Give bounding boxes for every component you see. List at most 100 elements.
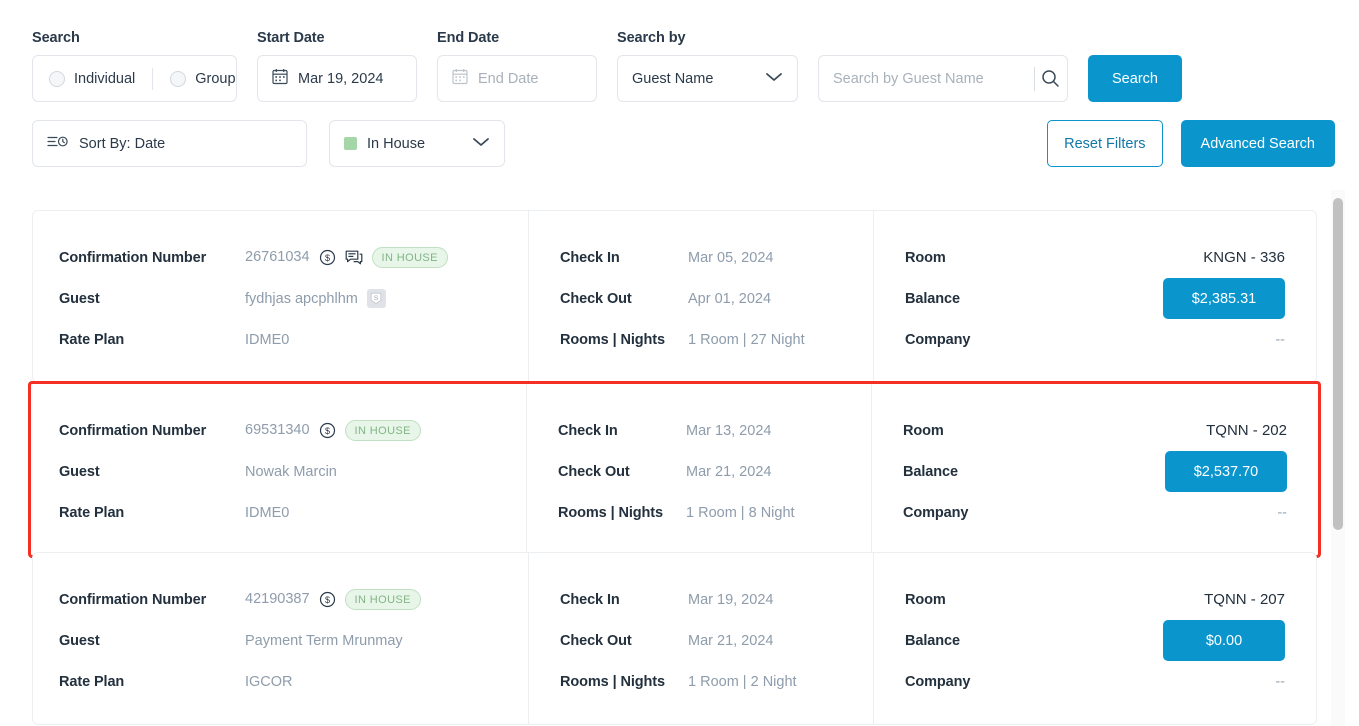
guest-value[interactable]: Payment Term Mrunmay [245,632,403,649]
search-by-group: Search by Guest Name [617,30,798,102]
rooms-nights-label: Rooms | Nights [560,673,665,690]
search-input[interactable] [819,56,1034,101]
radio-individual[interactable]: Individual [49,70,135,87]
guest-label: Guest [59,290,100,307]
dollar-circle-icon[interactable]: $ [319,591,336,608]
reset-filters-button[interactable]: Reset Filters [1047,120,1163,167]
confirmation-number-label: Confirmation Number [59,249,207,266]
svg-text:$: $ [325,253,330,263]
radio-circle-icon[interactable] [49,70,65,87]
check-out-row: Check Out Mar 21, 2024 [558,451,871,492]
confirmation-number-value[interactable]: 26761034 [245,249,310,266]
rate-plan-label: Rate Plan [59,504,125,521]
filter-row-primary: Search Individual Group Start Date [32,30,1182,102]
radio-group-label: Group [195,70,236,87]
search-submit-group: Search [1088,30,1182,102]
chevron-down-icon[interactable] [471,136,491,152]
check-out-row: Check Out Mar 21, 2024 [560,620,873,661]
confirmation-number-row: Confirmation Number 26761034 $ IN HOUSE [59,237,528,278]
room-label: Room [903,422,944,439]
radio-circle-icon[interactable] [170,70,187,87]
balance-row: Balance $2,537.70 [903,451,1287,492]
search-icon[interactable] [1035,69,1067,88]
dollar-circle-icon[interactable]: $ [319,249,336,266]
guest-value[interactable]: Nowak Marcin [245,463,337,480]
confirmation-number-value[interactable]: 69531340 [245,422,310,439]
check-in-value: Mar 13, 2024 [686,422,772,439]
company-label: Company [905,331,971,348]
dollar-circle-icon[interactable]: $ [319,422,336,439]
guest-value[interactable]: fydhjas apcphlhm [245,290,358,307]
search-button[interactable]: Search [1088,55,1182,102]
filter-actions: Reset Filters Advanced Search [1047,120,1335,167]
room-value: TQNN - 207 [1204,591,1285,608]
reservation-list: Confirmation Number 26761034 $ IN HOUSE … [0,190,1337,726]
reservation-card[interactable]: Confirmation Number 42190387 $ IN HOUSE … [32,552,1317,725]
end-date-input[interactable]: End Date [437,55,597,102]
check-in-label: Check In [558,422,618,439]
scrollbar-thumb[interactable] [1333,198,1343,530]
check-out-row: Check Out Apr 01, 2024 [560,278,873,319]
reservation-identity-column: Confirmation Number 26761034 $ IN HOUSE … [33,211,528,382]
reservation-room-column: Room TQNN - 207 Balance $0.00 Company -- [873,553,1316,724]
svg-text:$: $ [325,426,330,436]
rate-plan-row: Rate Plan IDME0 [59,319,528,360]
rooms-nights-row: Rooms | Nights 1 Room | 8 Night [558,492,871,533]
reservation-card[interactable]: Confirmation Number 69531340 $ IN HOUSE … [28,381,1321,558]
confirmation-number-chips: 26761034 $ IN HOUSE [245,246,448,269]
filter-row-secondary: Sort By: Date In House [32,120,505,167]
balance-button[interactable]: $2,537.70 [1165,451,1287,492]
company-value: -- [1275,673,1285,690]
check-out-label: Check Out [558,463,630,480]
search-type-radio-group[interactable]: Individual Group [32,55,237,102]
status-badge: IN HOUSE [371,246,448,269]
confirmation-number-chips: 69531340 $ IN HOUSE [245,419,421,442]
confirmation-number-value[interactable]: 42190387 [245,591,310,608]
reservation-card[interactable]: Confirmation Number 26761034 $ IN HOUSE … [32,210,1317,383]
company-row: Company -- [903,492,1287,533]
search-type-group: Search Individual Group [32,30,237,102]
check-in-row: Check In Mar 13, 2024 [558,410,871,451]
divider [1034,66,1035,91]
room-label: Room [905,249,946,266]
company-value: -- [1275,331,1285,348]
status-filter-select[interactable]: In House [329,120,505,167]
start-date-input[interactable]: Mar 19, 2024 [257,55,417,102]
check-out-value: Mar 21, 2024 [688,632,774,649]
sort-by-select[interactable]: Sort By: Date [32,120,307,167]
search-input-wrapper[interactable] [818,55,1068,102]
start-date-label: Start Date [257,30,325,46]
search-by-select[interactable]: Guest Name [617,55,798,102]
reservation-stay-column: Check In Mar 05, 2024 Check Out Apr 01, … [528,211,873,382]
balance-row: Balance $2,385.31 [905,278,1285,319]
check-in-value: Mar 19, 2024 [688,591,774,608]
advanced-search-button[interactable]: Advanced Search [1180,120,1335,167]
guest-row: Guest Nowak Marcin [59,451,526,492]
reservation-room-column: Room TQNN - 202 Balance $2,537.70 Compan… [871,384,1318,555]
confirmation-number-label: Confirmation Number [59,591,207,608]
search-by-label: Search by [617,30,686,46]
reservation-stay-column: Check In Mar 19, 2024 Check Out Mar 21, … [528,553,873,724]
company-row: Company -- [905,661,1285,702]
confirmation-number-label: Confirmation Number [59,422,207,439]
reservation-stay-column: Check In Mar 13, 2024 Check Out Mar 21, … [526,384,871,555]
end-date-group: End Date End [437,30,597,102]
svg-text:$: $ [325,595,330,605]
sort-icon [47,134,68,153]
rooms-nights-value: 1 Room | 2 Night [688,673,797,690]
rate-plan-label: Rate Plan [59,331,125,348]
check-out-value: Apr 01, 2024 [688,290,772,307]
room-value: TQNN - 202 [1206,422,1287,439]
scrollbar-gutter [1345,190,1359,726]
chat-bubble-icon[interactable] [345,249,363,266]
chevron-down-icon[interactable] [764,71,784,87]
company-value: -- [1277,504,1287,521]
radio-group[interactable]: Group [170,70,236,87]
reservation-identity-column: Confirmation Number 42190387 $ IN HOUSE … [33,553,528,724]
check-in-row: Check In Mar 05, 2024 [560,237,873,278]
rate-plan-value: IDME0 [245,331,290,348]
guest-label: Guest [59,463,100,480]
balance-button[interactable]: $0.00 [1163,620,1285,661]
balance-button[interactable]: $2,385.31 [1163,278,1285,319]
